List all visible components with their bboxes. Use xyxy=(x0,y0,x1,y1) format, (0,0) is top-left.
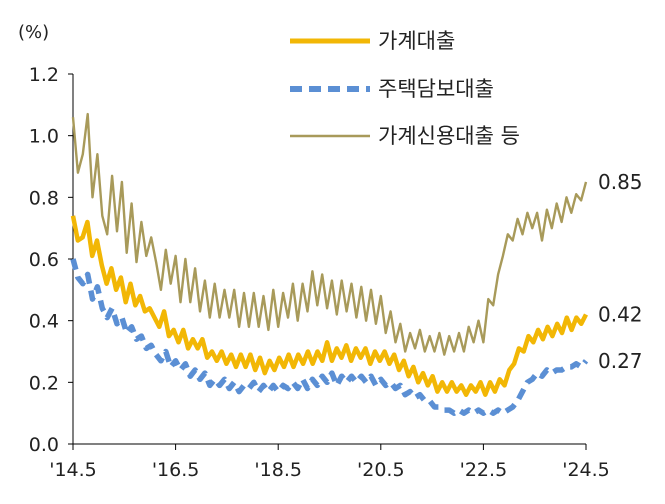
legend-label-0: 가계대출 xyxy=(378,29,455,53)
x-tick-label: '24.5 xyxy=(562,459,610,481)
x-axis: '14.5 '16.5 '18.5 '20.5 '22.5 '24.5 xyxy=(49,443,610,481)
end-label-2: 0.85 xyxy=(598,170,643,194)
y-tick-label: 1.2 xyxy=(29,64,59,86)
series-line-2 xyxy=(71,112,588,356)
x-tick-label: '14.5 xyxy=(49,459,97,481)
legend-label-1: 주택담보대출 xyxy=(378,77,494,101)
y-tick-label: 0.6 xyxy=(29,249,59,271)
y-tick-label: 0.0 xyxy=(29,434,59,456)
end-label-0: 0.42 xyxy=(598,303,643,327)
x-tick-label: '22.5 xyxy=(460,459,508,481)
x-tick-label: '18.5 xyxy=(254,459,302,481)
y-unit-label: (%) xyxy=(18,22,49,43)
x-tick-label: '16.5 xyxy=(152,459,200,481)
y-tick-label: 0.8 xyxy=(29,187,59,209)
series-line-0 xyxy=(70,215,588,397)
y-axis: 0.0 0.2 0.4 0.6 0.8 1.0 1.2 xyxy=(29,64,74,456)
legend: 가계대출 주택담보대출 가계신용대출 등 xyxy=(290,29,520,148)
end-labels: 0.85 0.42 0.27 xyxy=(598,170,643,373)
y-tick-label: 0.4 xyxy=(29,311,59,333)
end-label-1: 0.27 xyxy=(598,349,643,373)
y-tick-label: 0.2 xyxy=(29,372,59,394)
series-group xyxy=(70,112,589,416)
y-tick-label: 1.0 xyxy=(29,126,59,148)
x-tick-label: '20.5 xyxy=(357,459,405,481)
legend-label-2: 가계신용대출 등 xyxy=(378,124,520,148)
series-line-1 xyxy=(70,258,589,416)
